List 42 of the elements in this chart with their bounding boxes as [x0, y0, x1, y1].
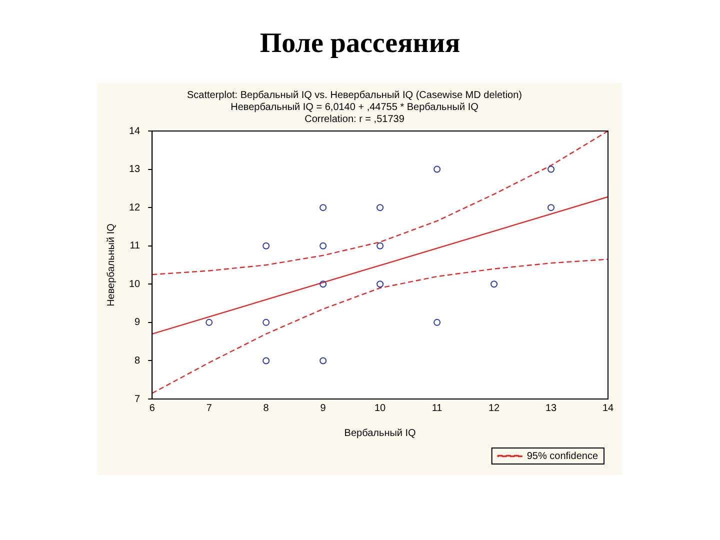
point	[320, 280, 327, 288]
point	[548, 204, 555, 212]
point	[320, 242, 327, 250]
chart-subtitle: Scatterplot: Вербальный IQ vs. Невербальный IQ (Casewise MD deletion)	[187, 90, 522, 101]
point	[434, 318, 441, 326]
x-tick-label: 6	[149, 402, 156, 414]
point	[262, 357, 270, 364]
x-axis-title: Вербальный IQ	[344, 428, 416, 439]
y-tick-label: 10	[129, 278, 141, 290]
point	[262, 318, 270, 326]
point	[206, 318, 213, 326]
text: Correlation: r = ,51739	[304, 114, 405, 125]
x-tick-label: 14	[602, 402, 614, 414]
point	[376, 204, 384, 212]
point	[376, 280, 384, 288]
point	[320, 204, 327, 212]
y-tick-label: 8	[134, 355, 141, 366]
y-axis-title: Невербальный IQ	[106, 223, 117, 306]
legend-label: 95% confidence	[526, 450, 598, 462]
x-tick-label: 10	[374, 402, 386, 414]
chart-title: Поле рассеяния	[258, 28, 462, 60]
x-tick-label: 9	[320, 402, 326, 414]
y-tick-label: 14	[129, 126, 141, 137]
point	[434, 166, 441, 173]
x-tick-label: 12	[488, 402, 500, 414]
line-series	[152, 258, 608, 394]
y-tick-label: 13	[129, 164, 141, 176]
y-tick-label: 12	[129, 202, 141, 214]
point	[376, 242, 384, 250]
x-tick-label: 13	[545, 402, 558, 414]
point	[548, 166, 555, 173]
point	[262, 242, 270, 250]
line-series	[152, 131, 608, 276]
y-tick-label: 11	[130, 240, 141, 252]
y-tick-label: 7	[134, 394, 141, 405]
y-tick-label: 9	[134, 317, 141, 328]
x-tick-label: 11	[432, 402, 443, 414]
text: Невербальный IQ = 6,0140 + ,44755 * Вербальный IQ	[230, 102, 479, 113]
point	[320, 357, 327, 364]
x-tick-label: 8	[263, 402, 270, 414]
point	[490, 280, 498, 288]
x-tick-label: 7	[206, 402, 212, 414]
